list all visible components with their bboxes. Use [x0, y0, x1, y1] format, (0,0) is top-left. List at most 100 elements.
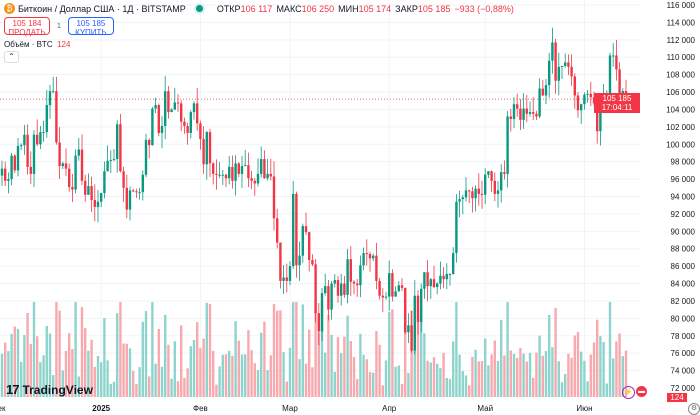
- volume-bar: [589, 354, 592, 397]
- volume-bar: [516, 357, 519, 397]
- candle-body: [173, 102, 176, 110]
- candle-body: [327, 286, 330, 310]
- candle-body: [532, 112, 535, 114]
- volume-bar: [298, 359, 301, 397]
- volume-bar: [112, 381, 116, 397]
- candle-body: [192, 103, 196, 113]
- candle-body: [84, 180, 87, 195]
- tradingview-logo[interactable]: 17 TradingView: [6, 382, 93, 397]
- volume-bar: [183, 377, 186, 397]
- volume-bar: [442, 352, 445, 397]
- candle-body: [234, 163, 237, 181]
- volume-bar: [471, 356, 474, 397]
- candle-body: [180, 103, 183, 122]
- candle-body: [362, 253, 365, 266]
- settings-gear-icon[interactable]: ⚙: [688, 403, 700, 415]
- candle-body: [560, 65, 564, 67]
- market-status-icon[interactable]: [195, 5, 203, 12]
- volume-bar: [352, 356, 356, 397]
- symbol-title[interactable]: Биткоин / Доллар США · 1Д · BITSTAMP: [18, 3, 186, 14]
- volume-bar: [103, 318, 106, 397]
- bitcoin-icon: ₿: [4, 3, 15, 14]
- volume-bar: [564, 373, 567, 397]
- collapse-legend-button[interactable]: ⌃: [4, 51, 19, 63]
- spread-value: 1: [57, 22, 61, 30]
- volume-bar: [234, 321, 237, 397]
- candle-body: [144, 139, 148, 175]
- candle-body: [176, 102, 180, 104]
- volume-bar: [391, 309, 394, 397]
- sell-label: ПРОДАТЬ: [8, 28, 46, 37]
- candle-body: [372, 255, 375, 259]
- candle-body: [468, 190, 471, 192]
- candle-body: [237, 163, 240, 174]
- buy-button[interactable]: 105 185 КУПИТЬ: [67, 17, 114, 37]
- volume-bar: [535, 352, 538, 397]
- candle-body: [388, 273, 391, 297]
- candle-body: [87, 186, 90, 195]
- volume-bar: [282, 352, 285, 397]
- volume-bar: [228, 350, 231, 397]
- candle-body: [394, 291, 397, 297]
- candle-body: [96, 201, 100, 207]
- volume-bar: [295, 302, 298, 397]
- candle-body: [7, 179, 10, 181]
- candle-body: [525, 108, 528, 114]
- volume-bar: [247, 330, 250, 397]
- volume-bar: [55, 302, 58, 397]
- volume-bar: [336, 337, 340, 397]
- candle-body: [365, 253, 368, 255]
- volume-bar: [301, 304, 304, 397]
- volume-bar: [176, 381, 180, 397]
- x-tick-label: 2025: [92, 404, 110, 413]
- candle-body: [80, 149, 84, 181]
- volume-bar: [10, 333, 13, 397]
- volume-bar: [231, 355, 234, 397]
- volume-bar: [42, 355, 45, 397]
- volume-bar: [576, 331, 580, 397]
- volume-bar: [205, 302, 208, 397]
- volume-bar: [375, 331, 378, 397]
- volume-bar: [173, 341, 176, 397]
- y-tick-label: 100 000: [666, 140, 695, 149]
- volume-bar: [32, 302, 36, 397]
- sell-button[interactable]: 105 184 ПРОДАТЬ: [4, 17, 50, 37]
- volume-bar: [468, 385, 471, 397]
- volume-bar: [186, 368, 189, 397]
- lightning-event-icon[interactable]: ⚡: [622, 386, 635, 399]
- candle-body: [324, 286, 327, 294]
- volume-bar: [496, 360, 500, 397]
- volume-bar: [480, 360, 484, 397]
- candle-body: [336, 280, 340, 296]
- volume-bar: [368, 371, 372, 397]
- candle-body: [269, 173, 272, 177]
- candle-body: [496, 190, 500, 194]
- flag-event-icon[interactable]: ▬: [636, 386, 647, 397]
- candle-body: [32, 134, 36, 174]
- candle-body: [10, 155, 13, 180]
- candle-body: [570, 66, 573, 77]
- candle-body: [196, 103, 199, 124]
- volume-bar: [164, 314, 167, 397]
- volume-bar: [237, 340, 240, 397]
- candle-body: [77, 149, 80, 156]
- volume-bar: [573, 335, 576, 397]
- logo-mark: 17: [6, 382, 20, 397]
- candle-body: [13, 155, 16, 171]
- candle-body: [477, 188, 480, 194]
- volume-bar: [199, 348, 202, 397]
- volume-bar: [106, 360, 109, 397]
- volume-bar: [445, 378, 448, 397]
- volume-bar: [544, 351, 548, 397]
- candle-body: [138, 192, 141, 194]
- candle-body: [93, 199, 96, 207]
- candle-body: [500, 172, 503, 191]
- candle-body: [39, 132, 42, 145]
- volume-bar: [100, 362, 103, 397]
- volume-bar: [327, 314, 330, 397]
- volume-bar: [365, 359, 368, 397]
- candle-body: [311, 260, 314, 265]
- volume-bar: [416, 307, 420, 397]
- volume-bar: [48, 333, 52, 397]
